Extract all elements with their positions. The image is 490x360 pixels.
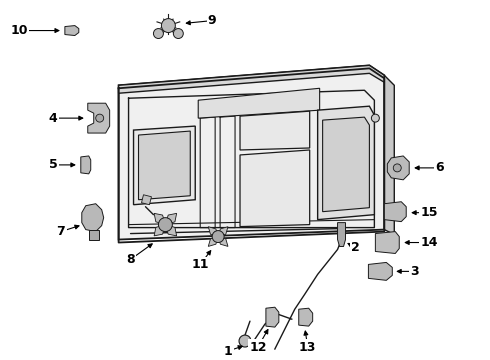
- Polygon shape: [208, 227, 218, 237]
- Text: 15: 15: [420, 206, 438, 219]
- Text: 2: 2: [351, 241, 360, 254]
- Circle shape: [158, 218, 172, 231]
- Polygon shape: [166, 225, 176, 236]
- Polygon shape: [338, 222, 345, 247]
- Text: 1: 1: [224, 345, 232, 357]
- Text: 12: 12: [249, 341, 267, 354]
- Polygon shape: [375, 231, 399, 253]
- Circle shape: [371, 114, 379, 122]
- Polygon shape: [384, 75, 394, 235]
- Polygon shape: [89, 230, 98, 239]
- Polygon shape: [134, 126, 195, 205]
- Text: 9: 9: [208, 14, 217, 27]
- Polygon shape: [384, 202, 406, 222]
- Polygon shape: [139, 131, 190, 200]
- Text: 10: 10: [10, 24, 28, 37]
- Polygon shape: [119, 66, 384, 93]
- Circle shape: [96, 114, 104, 122]
- Polygon shape: [81, 156, 91, 174]
- Polygon shape: [88, 103, 110, 133]
- Text: 11: 11: [192, 258, 209, 271]
- Polygon shape: [218, 227, 228, 237]
- Polygon shape: [240, 150, 310, 226]
- Polygon shape: [322, 117, 369, 212]
- Polygon shape: [218, 237, 228, 246]
- Circle shape: [239, 335, 251, 347]
- Polygon shape: [82, 204, 104, 231]
- Polygon shape: [166, 213, 176, 225]
- Polygon shape: [208, 237, 218, 246]
- Polygon shape: [387, 156, 409, 180]
- Text: 6: 6: [435, 161, 443, 174]
- Polygon shape: [299, 308, 313, 326]
- Text: 4: 4: [49, 112, 57, 125]
- Polygon shape: [65, 26, 79, 36]
- Text: 5: 5: [49, 158, 57, 171]
- Text: 8: 8: [126, 253, 135, 266]
- Circle shape: [393, 164, 401, 172]
- Polygon shape: [368, 262, 392, 280]
- Text: 13: 13: [299, 341, 317, 354]
- Circle shape: [153, 28, 163, 39]
- Circle shape: [212, 231, 224, 243]
- Polygon shape: [154, 225, 166, 236]
- Text: 3: 3: [410, 265, 418, 278]
- Text: 14: 14: [420, 236, 438, 249]
- Polygon shape: [318, 106, 374, 220]
- Text: 7: 7: [56, 225, 65, 238]
- Circle shape: [161, 19, 175, 32]
- Polygon shape: [142, 195, 151, 205]
- Polygon shape: [266, 307, 279, 327]
- Polygon shape: [198, 88, 319, 118]
- Polygon shape: [119, 66, 384, 239]
- Polygon shape: [240, 111, 310, 150]
- Circle shape: [173, 28, 183, 39]
- Polygon shape: [154, 213, 166, 225]
